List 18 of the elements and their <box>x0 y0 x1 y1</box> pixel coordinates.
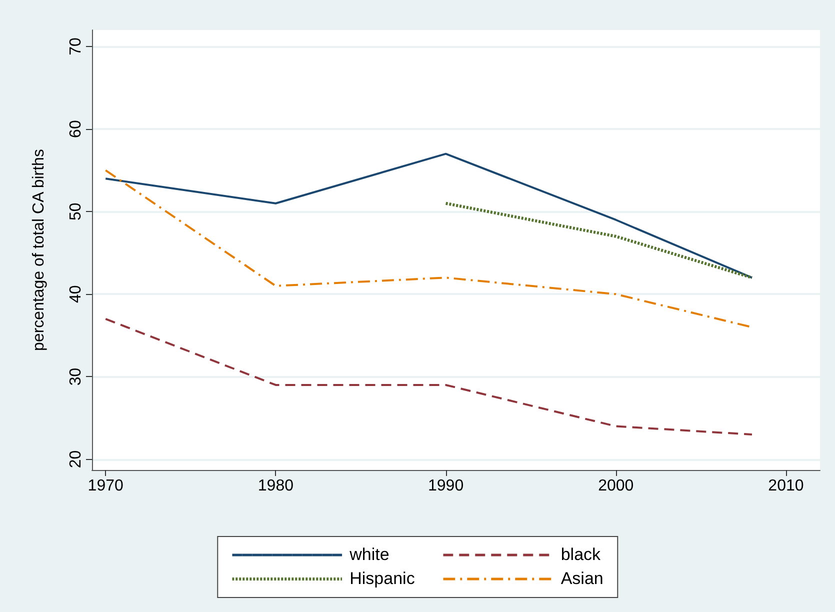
y-axis-title: percentage of total CA births <box>30 149 48 351</box>
x-tick-label: 2010 <box>768 478 804 494</box>
legend-label: black <box>560 545 601 565</box>
y-tick-label: 30 <box>68 368 84 386</box>
x-tick-label: 1990 <box>428 478 464 494</box>
legend-label: Asian <box>560 569 604 589</box>
y-tick-label: 70 <box>68 38 84 56</box>
x-tick-label: 1970 <box>88 478 124 494</box>
x-tick-label: 2000 <box>598 478 634 494</box>
y-tick-label: 40 <box>68 285 84 304</box>
y-tick-label: 20 <box>68 450 84 468</box>
x-tick-label: 1980 <box>258 478 294 494</box>
legend-label: white <box>350 545 390 565</box>
y-tick-label: 50 <box>68 202 84 221</box>
line-series <box>104 318 753 436</box>
line-series <box>104 152 753 279</box>
y-tick-label: 60 <box>68 120 84 138</box>
legend-label: Hispanic <box>350 569 415 589</box>
